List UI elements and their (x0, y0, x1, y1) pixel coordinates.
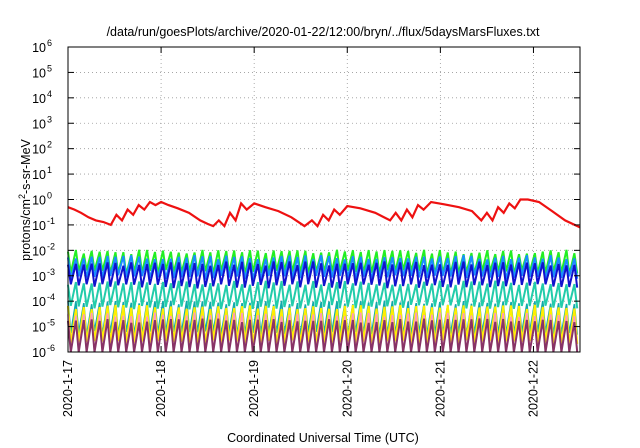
y-tick-exponent: 6 (47, 38, 52, 48)
x-tick-label: 2020-1-20 (340, 360, 354, 417)
y-tick-exponent: -5 (47, 318, 55, 328)
y-tick-label: 10 (32, 92, 46, 106)
y-tick-label: 10 (32, 66, 46, 80)
y-tick-exponent: 2 (47, 140, 52, 150)
x-tick-label: 2020-1-22 (526, 360, 540, 417)
x-tick-label: 2020-1-18 (154, 360, 168, 417)
y-tick-label: 10 (32, 270, 46, 284)
y-tick-label: 10 (32, 346, 46, 360)
y-tick-label: 10 (32, 244, 46, 258)
y-tick-label: 10 (32, 219, 46, 233)
x-tick-label: 2020-1-17 (61, 360, 75, 417)
series-line-5 (67, 280, 579, 310)
series-line-1 (67, 198, 581, 229)
y-tick-exponent: 3 (47, 114, 52, 124)
series-line-3 (67, 254, 579, 280)
y-axis-label: protons/cm2-s-sr-MeV (17, 138, 33, 260)
x-tick-label: 2020-1-19 (247, 360, 261, 417)
x-axis-label: Coordinated Universal Time (UTC) (227, 431, 419, 445)
y-tick-label: 10 (32, 143, 46, 157)
y-tick-exponent: 5 (47, 63, 52, 73)
y-tick-exponent: 4 (47, 89, 52, 99)
y-tick-exponent: -1 (47, 216, 55, 226)
y-tick-label: 10 (32, 117, 46, 131)
chart-title: /data/run/goesPlots/archive/2020-01-22/1… (107, 25, 540, 39)
y-tick-exponent: 1 (47, 165, 52, 175)
x-tick-label: 2020-1-21 (433, 360, 447, 417)
x-tick-labels: 2020-1-17 2020-1-18 2020-1-19 2020-1-20 2020… (61, 360, 540, 417)
y-tick-exponent: 0 (47, 191, 52, 201)
y-tick-label: 10 (32, 168, 46, 182)
y-tick-exponent: -3 (47, 267, 55, 277)
y-tick-exponent: -4 (47, 292, 55, 302)
y-tick-label: 10 (32, 194, 46, 208)
y-tick-label: 10 (32, 321, 46, 335)
series-line-4 (67, 261, 579, 289)
series-line-9 (67, 318, 579, 353)
y-tick-exponent: -6 (47, 343, 55, 353)
y-tick-label: 10 (32, 41, 46, 55)
series-group (67, 198, 581, 353)
axes (67, 46, 581, 353)
y-tick-label: 10 (32, 295, 46, 309)
y-tick-exponent: -2 (47, 241, 55, 251)
